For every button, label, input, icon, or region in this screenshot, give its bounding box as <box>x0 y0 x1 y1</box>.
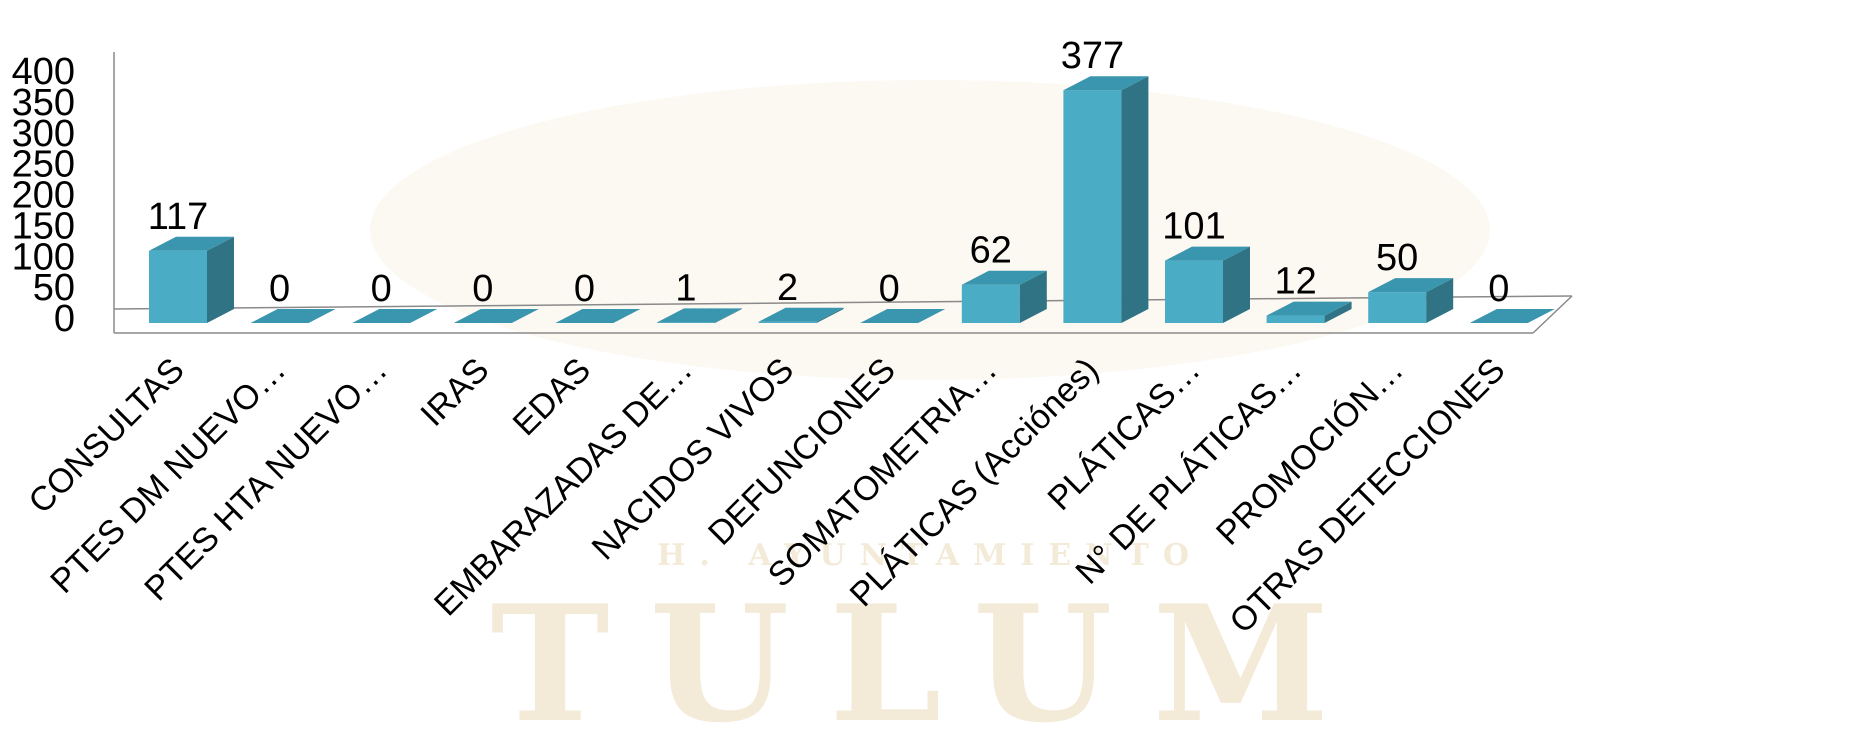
data-label: 0 <box>574 268 595 310</box>
data-label: 0 <box>371 268 392 310</box>
bar <box>352 308 438 323</box>
bar <box>1266 301 1352 323</box>
bar-top <box>1368 278 1454 293</box>
bar-front <box>1063 90 1122 323</box>
bar <box>453 308 539 323</box>
watermark-text: TULUM <box>491 570 1370 754</box>
bar <box>1165 246 1250 323</box>
data-label: 117 <box>148 196 209 238</box>
bar-side <box>1223 246 1250 323</box>
y-tick-label: 50 <box>33 267 75 309</box>
y-tick-label: 250 <box>12 144 75 186</box>
floor-back-edge <box>113 295 1573 310</box>
bar-front <box>1266 315 1325 323</box>
y-tick-label: 100 <box>12 236 75 278</box>
bar-front <box>657 322 715 323</box>
bar-side <box>207 236 234 323</box>
data-label: 2 <box>777 267 798 309</box>
bar-top <box>250 308 336 323</box>
data-label: 1 <box>675 267 696 309</box>
bar-top <box>1165 246 1250 261</box>
bar-front <box>961 284 1020 323</box>
bar-side <box>715 308 742 323</box>
bar-front <box>1165 260 1223 323</box>
bar <box>149 236 234 323</box>
x-tick-label: IRAS <box>413 351 496 434</box>
bar-side <box>1121 76 1149 323</box>
bar-front <box>149 250 207 323</box>
y-tick-label: 200 <box>12 175 75 217</box>
data-label: 62 <box>970 230 1012 272</box>
bar-side <box>1019 270 1047 323</box>
bar <box>758 307 844 323</box>
data-label: 377 <box>1061 35 1124 77</box>
bar-top <box>758 307 844 322</box>
bar-front <box>1368 292 1427 323</box>
x-tick-label: DEFUNCIONES <box>701 351 903 553</box>
data-label: 0 <box>879 268 900 310</box>
bar-side <box>1426 278 1454 323</box>
bar-side <box>816 307 844 323</box>
bar <box>555 308 641 323</box>
data-label: 0 <box>1488 268 1509 310</box>
bar-top <box>1063 76 1149 91</box>
x-tick-label: EDAS <box>506 351 598 443</box>
bar-side <box>1324 301 1352 323</box>
floor-right-edge <box>1532 295 1573 334</box>
bar <box>961 270 1047 323</box>
bar-top <box>555 308 641 323</box>
bar-top <box>352 308 438 323</box>
bar-top <box>1266 301 1352 316</box>
bar-top <box>860 308 946 323</box>
x-tick-label: PROMOCIÓN… <box>1209 351 1411 553</box>
y-tick-label: 300 <box>12 113 75 155</box>
chart-axes <box>113 52 1573 334</box>
bar <box>657 308 742 323</box>
bar <box>1063 76 1149 323</box>
bar <box>1368 278 1454 323</box>
bar <box>1469 308 1555 323</box>
y-tick-label: 350 <box>12 82 75 124</box>
bar <box>250 308 336 323</box>
bar-top <box>453 308 539 323</box>
bar <box>860 308 946 323</box>
bar-top <box>657 308 742 323</box>
data-label: 50 <box>1376 237 1418 279</box>
bar-top <box>1469 308 1555 323</box>
data-label: 12 <box>1274 261 1316 303</box>
y-tick-label: 150 <box>12 205 75 247</box>
watermark-small-text: H. AYUNTAMIENTO <box>657 538 1203 573</box>
bar-top <box>961 270 1047 285</box>
bars <box>149 76 1555 323</box>
data-label: 101 <box>1162 206 1225 248</box>
y-tick-label: 400 <box>12 51 75 93</box>
data-label: 0 <box>472 268 493 310</box>
bar-top <box>149 236 234 251</box>
bar-front <box>758 321 817 323</box>
data-label: 0 <box>269 268 290 310</box>
y-tick-label: 0 <box>54 298 75 340</box>
